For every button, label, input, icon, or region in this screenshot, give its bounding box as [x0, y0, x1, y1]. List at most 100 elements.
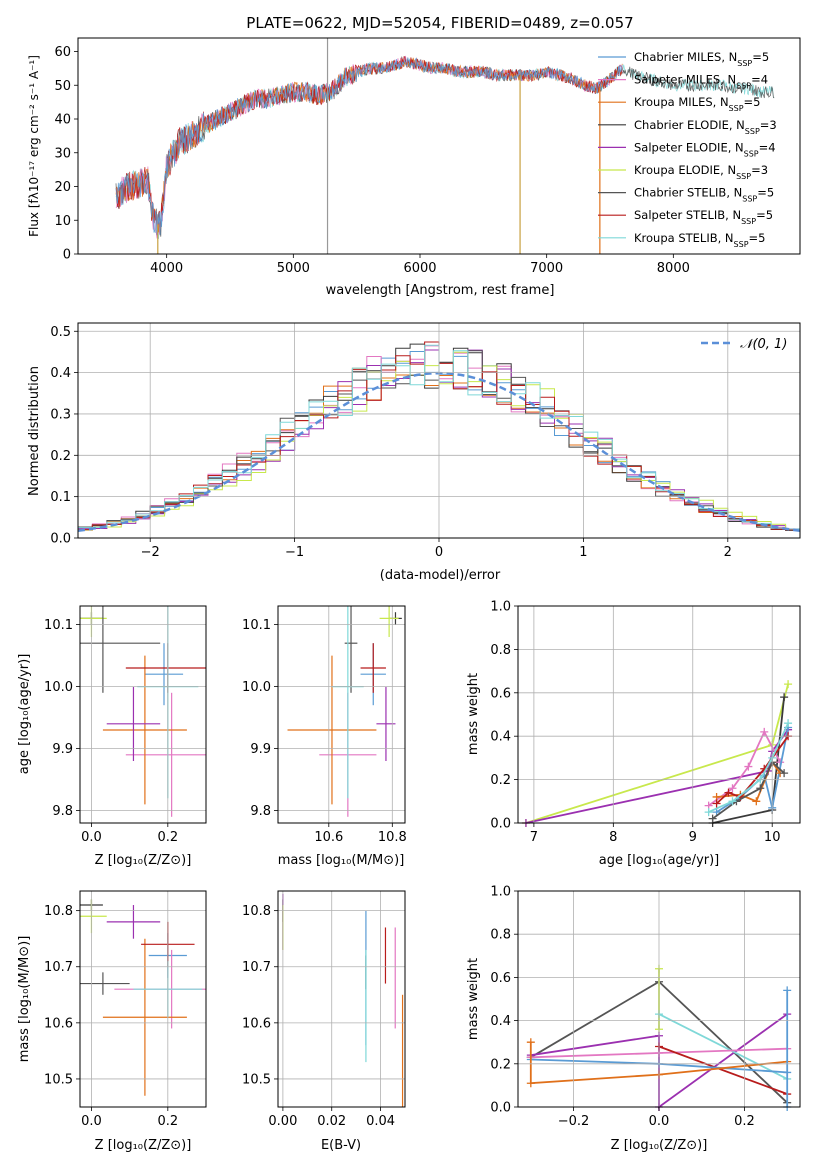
y-tick-label: 10.1	[44, 618, 73, 633]
weight-marker	[780, 769, 789, 778]
legend-label: Chabrier STELIB, NSSP=5	[634, 186, 774, 204]
x-tick-label: 0.0	[81, 830, 102, 845]
weight-marker	[728, 797, 737, 806]
y-tick-label: 10	[54, 214, 71, 229]
y-tick-label: 10.7	[242, 960, 271, 975]
x-tick-label: 0.0	[81, 1114, 102, 1129]
y-tick-label: 0.5	[50, 325, 71, 340]
mass-vs-ebv-frame	[277, 890, 406, 1108]
spectrum-line	[115, 57, 623, 236]
y-tick-label: 0.4	[490, 730, 511, 745]
weight-line	[658, 1045, 788, 1095]
weight-vs-metallicity-ylabel: mass weight	[466, 958, 481, 1040]
legend-label: Kroupa MILES, NSSP=5	[634, 95, 760, 113]
x-tick-label: −1	[285, 545, 304, 560]
histogram-xlabel: (data-model)/error	[380, 568, 501, 583]
legend-label: Salpeter ELODIE, NSSP=4	[634, 140, 776, 158]
weight-marker	[712, 799, 721, 808]
x-tick-label: 0.2	[157, 830, 178, 845]
y-tick-label: 9.8	[52, 804, 73, 819]
legend-label: Kroupa ELODIE, NSSP=3	[634, 163, 768, 181]
weight-marker	[744, 762, 753, 771]
y-tick-label: 30	[54, 146, 71, 161]
y-tick-label: 10.5	[242, 1072, 271, 1087]
spectrum-ticks: 4000 5000 6000 7000 8000 0 10 20 30 40 50 60	[54, 45, 689, 276]
y-tick-label: 0.2	[490, 1057, 511, 1072]
y-tick-label: 0.3	[50, 407, 71, 422]
age-vs-mass-panel: 10.6 10.8 9.8 9.9 10.0 10.1 mass [log₁₀(M/M⊙)…	[242, 605, 407, 868]
histogram-legend: 𝒩(0, 1)	[701, 337, 787, 352]
histogram-ylabel: Normed distribution	[27, 366, 42, 496]
weight-vs-metallicity-xlabel: Z [log₁₀(Z/Z⊙)]	[611, 1138, 708, 1153]
weight-marker	[728, 784, 737, 793]
x-tick-label: 8	[609, 830, 617, 845]
x-tick-label: 0.2	[157, 1114, 178, 1129]
weight-vs-age-ylabel: mass weight	[466, 673, 481, 755]
y-tick-label: 0.0	[490, 1101, 511, 1116]
x-tick-label: 5000	[277, 261, 310, 276]
y-tick-label: 0.8	[490, 643, 511, 658]
weight-marker	[756, 784, 765, 793]
y-tick-label: 9.9	[52, 742, 73, 757]
weight-marker	[704, 808, 713, 817]
weight-marker	[752, 797, 761, 806]
x-tick-label: 0.02	[317, 1114, 346, 1129]
y-tick-label: 10.1	[242, 618, 271, 633]
weight-line	[658, 1013, 788, 1080]
age-vs-mass-ticks: 10.6 10.8 9.8 9.9 10.0 10.1	[242, 606, 407, 845]
spectrum-legend: Chabrier MILES, NSSP=5 Salpeter MILES, NS…	[598, 50, 777, 248]
y-tick-label: 0.0	[50, 532, 71, 547]
x-tick-label: −0.2	[558, 1114, 590, 1129]
weight-vs-age-panel: 7 8 9 10 0.0 0.2 0.4 0.6 0.8 1.0 age [log₁₀(age/y…	[466, 600, 801, 868]
weight-marker	[724, 788, 733, 797]
weight-marker	[783, 986, 792, 995]
legend-label: Chabrier ELODIE, NSSP=3	[634, 118, 777, 136]
mass-vs-ebv-panel: 0.00 0.02 0.04 10.5 10.6 10.7 10.8 E(B-V)	[242, 890, 406, 1153]
legend-label: Salpeter STELIB, NSSP=5	[634, 208, 773, 226]
age-vs-metallicity-panel: 0.0 0.2 9.8 9.9 10.0 10.1 Z [log₁₀(Z/Z⊙)] age…	[17, 605, 207, 868]
y-tick-label: 9.8	[250, 804, 271, 819]
age-vs-mass-frame	[277, 605, 406, 824]
weight-marker	[784, 719, 793, 728]
weight-vs-metallicity-panel: −0.2 0.0 0.2 0.0 0.2 0.4 0.6 0.8 1.0 Z [log₁₀(Z/…	[466, 885, 801, 1153]
mass-vs-metallicity-panel: 0.0 0.2 10.5 10.6 10.7 10.8 Z [log₁₀(Z/Z⊙)] m…	[17, 890, 207, 1153]
weight-vs-age-frame	[517, 605, 801, 824]
mass-vs-metallicity-xlabel: Z [log₁₀(Z/Z⊙)]	[95, 1138, 192, 1153]
y-tick-label: 0.4	[490, 1014, 511, 1029]
y-tick-label: 0.6	[490, 686, 511, 701]
x-tick-label: 7000	[530, 261, 563, 276]
age-vs-metallicity-xlabel: Z [log₁₀(Z/Z⊙)]	[95, 853, 192, 868]
weight-marker	[784, 680, 793, 689]
y-tick-label: 1.0	[490, 600, 511, 615]
spectrum-axes-frame	[77, 37, 801, 255]
x-tick-label: 0.0	[649, 1114, 670, 1129]
y-tick-label: 40	[54, 113, 71, 128]
y-tick-label: 10.6	[242, 1016, 271, 1031]
weight-vs-metallicity-frame	[517, 890, 801, 1108]
weight-vs-age-ticks: 7 8 9 10 0.0 0.2 0.4 0.6 0.8 1.0	[490, 600, 800, 845]
y-tick-label: 10.8	[44, 904, 73, 919]
weight-marker	[526, 1079, 535, 1088]
age-vs-mass-marks	[287, 606, 402, 817]
residual-histogram-panel: −2 −1 0 1 2 0.0 0.1 0.2 0.3 0.4 0.5 (data-model)/e…	[27, 322, 801, 583]
x-tick-label: 2	[724, 545, 732, 560]
x-tick-label: 9	[689, 830, 697, 845]
legend-label: Salpeter MILES, NSSP=4	[634, 73, 768, 91]
weight-line	[529, 1042, 788, 1085]
mass-vs-metallicity-ylabel: mass [log₁₀(M/M⊙)]	[17, 936, 32, 1063]
histogram-axes-frame	[77, 322, 801, 539]
y-tick-label: 1.0	[490, 885, 511, 900]
x-tick-label: 4000	[150, 261, 183, 276]
y-tick-label: 0.6	[490, 971, 511, 986]
y-tick-label: 50	[54, 79, 71, 94]
mass-vs-metallicity-frame	[79, 890, 207, 1108]
age-vs-metallicity-frame	[79, 605, 207, 824]
mass-vs-ebv-xlabel: E(B-V)	[321, 1138, 361, 1153]
normal-legend-label: 𝒩(0, 1)	[740, 337, 787, 352]
age-vs-metallicity-ylabel: age [log₁₀(age/yr)]	[17, 654, 32, 775]
y-tick-label: 20	[54, 180, 71, 195]
age-vs-mass-xlabel: mass [log₁₀(M/M⊙)]	[278, 853, 405, 868]
y-tick-label: 0.2	[490, 773, 511, 788]
x-tick-label: 0.2	[734, 1114, 755, 1129]
